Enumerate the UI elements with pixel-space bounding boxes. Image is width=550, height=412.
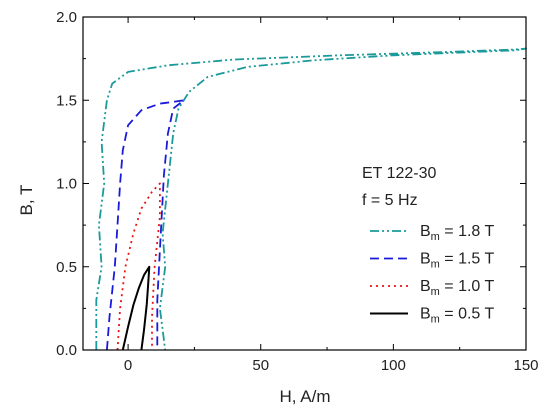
y-tick-label: 1.5 bbox=[56, 92, 77, 109]
legend-header-frequency: f = 5 Hz bbox=[362, 192, 418, 209]
y-tick-label: 2.0 bbox=[56, 9, 77, 26]
series-line-3 bbox=[116, 182, 161, 351]
y-axis-title: B, T bbox=[17, 185, 36, 216]
x-tick-label: 150 bbox=[513, 357, 538, 374]
x-axis-title: H, A/m bbox=[279, 387, 330, 406]
series-line-4 bbox=[121, 265, 151, 351]
y-tick-label: 1.0 bbox=[56, 176, 77, 193]
legend-label-1: Bm = 1.8 T bbox=[420, 223, 494, 243]
svg-text:B, T: B, T bbox=[17, 185, 36, 216]
y-tick-label: 0.5 bbox=[56, 259, 77, 276]
y-tick-label: 0.0 bbox=[56, 342, 77, 359]
legend-label-3: Bm = 1.0 T bbox=[420, 278, 494, 298]
legend-label-2: Bm = 1.5 T bbox=[420, 251, 494, 271]
legend-label-4: Bm = 0.5 T bbox=[420, 306, 494, 326]
series-line-2 bbox=[106, 99, 185, 351]
legend: ET 122-30 f = 5 Hz Bm = 1.8 T Bm = 1.5 T B… bbox=[362, 165, 494, 326]
plot-frame bbox=[82, 16, 527, 351]
x-tick-label: 0 bbox=[124, 357, 132, 374]
x-tick-label: 100 bbox=[381, 357, 406, 374]
x-tick-label: 50 bbox=[252, 357, 269, 374]
legend-header-material: ET 122-30 bbox=[362, 165, 437, 182]
